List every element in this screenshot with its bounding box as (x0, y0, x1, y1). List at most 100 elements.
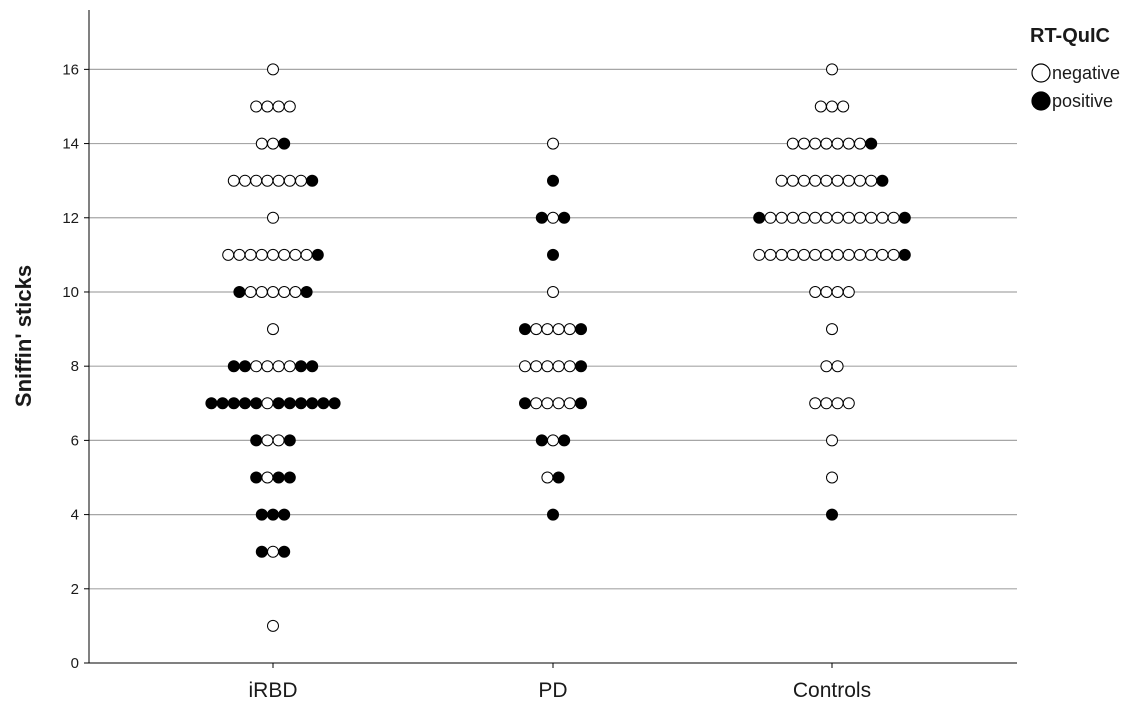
data-point-positive (575, 323, 587, 336)
data-point-positive (535, 434, 548, 447)
data-point-positive (547, 248, 559, 261)
data-point-negative (250, 360, 263, 373)
data-point-negative (826, 63, 838, 76)
data-point-negative (239, 174, 251, 187)
data-point-negative (261, 434, 274, 447)
data-point-negative (775, 248, 788, 261)
data-point-negative (563, 397, 576, 410)
data-point-positive (267, 508, 279, 521)
data-point-negative (227, 174, 240, 187)
data-point-negative (798, 174, 810, 187)
legend-title: RT-QuIC (1030, 25, 1110, 47)
data-point-negative (541, 360, 554, 373)
data-point-negative (842, 174, 855, 187)
data-point-negative (552, 397, 565, 410)
data-point-negative (786, 211, 799, 224)
data-point-negative (786, 248, 799, 261)
data-point-positive (865, 137, 878, 150)
data-point-negative (547, 211, 559, 224)
data-point-negative (842, 248, 855, 261)
data-point-negative (272, 360, 285, 373)
data-point-negative (255, 248, 268, 261)
data-point-negative (278, 248, 291, 261)
data-point-positive (306, 360, 319, 373)
data-point-positive (558, 434, 571, 447)
data-point-negative (541, 471, 554, 484)
data-point-negative (798, 248, 810, 261)
data-point-negative (541, 397, 554, 410)
data-point-positive (283, 471, 296, 484)
data-point-negative (831, 397, 844, 410)
axes (88, 10, 1017, 664)
data-point-negative (261, 471, 274, 484)
data-point-negative (820, 174, 833, 187)
legend: RT-QuIC negative positive (1030, 25, 1120, 111)
data-point-negative (261, 397, 274, 410)
data-point-negative (798, 137, 810, 150)
data-point-positive (547, 508, 559, 521)
data-point-positive (519, 323, 531, 336)
data-point-positive (311, 248, 324, 261)
data-point-negative (826, 471, 838, 484)
data-point-negative (865, 211, 878, 224)
data-point-negative (764, 211, 777, 224)
data-point-positive (239, 397, 251, 410)
data-points (205, 63, 911, 632)
data-point-negative (267, 248, 279, 261)
data-point-negative (837, 100, 850, 113)
legend-label-negative: negative (1052, 63, 1120, 83)
y-tick-label: 0 (71, 655, 79, 672)
data-point-negative (842, 137, 855, 150)
data-point-negative (530, 397, 543, 410)
data-point-positive (328, 397, 341, 410)
data-point-positive (753, 211, 766, 224)
data-point-negative (809, 248, 822, 261)
data-point-negative (283, 360, 296, 373)
data-point-negative (272, 434, 285, 447)
data-point-negative (244, 286, 257, 298)
data-point-negative (250, 100, 263, 113)
data-point-negative (267, 137, 279, 150)
data-point-negative (820, 211, 833, 224)
data-point-positive (300, 286, 313, 298)
data-point-negative (831, 286, 844, 298)
data-point-positive (575, 360, 587, 373)
data-point-positive (216, 397, 229, 410)
data-point-negative (289, 286, 302, 298)
data-point-positive (272, 397, 285, 410)
data-point-negative (826, 100, 838, 113)
data-point-positive (250, 471, 263, 484)
data-point-negative (300, 248, 313, 261)
data-point-negative (820, 248, 833, 261)
data-point-negative (831, 211, 844, 224)
data-point-negative (261, 174, 274, 187)
data-point-negative (876, 248, 889, 261)
data-point-negative (786, 174, 799, 187)
y-tick-label: 14 (62, 136, 79, 153)
data-point-negative (842, 211, 855, 224)
data-point-negative (854, 211, 866, 224)
data-point-negative (272, 174, 285, 187)
data-point-negative (775, 211, 788, 224)
data-point-negative (876, 211, 889, 224)
data-point-positive (575, 397, 587, 410)
x-category-label: Controls (793, 679, 871, 702)
y-tick-label: 12 (62, 210, 79, 227)
data-point-negative (261, 360, 274, 373)
data-point-positive (233, 286, 246, 298)
data-point-negative (261, 100, 274, 113)
legend-marker-negative (1031, 63, 1051, 83)
data-point-positive (283, 434, 296, 447)
data-point-negative (283, 174, 296, 187)
data-point-positive (898, 248, 911, 261)
data-point-negative (809, 137, 822, 150)
data-point-negative (244, 248, 257, 261)
data-point-negative (786, 137, 799, 150)
data-point-negative (547, 286, 559, 298)
data-point-negative (798, 211, 810, 224)
data-point-positive (239, 360, 251, 373)
data-point-positive (283, 397, 296, 410)
data-point-positive (227, 360, 240, 373)
data-point-negative (519, 360, 531, 373)
data-point-positive (826, 508, 838, 521)
